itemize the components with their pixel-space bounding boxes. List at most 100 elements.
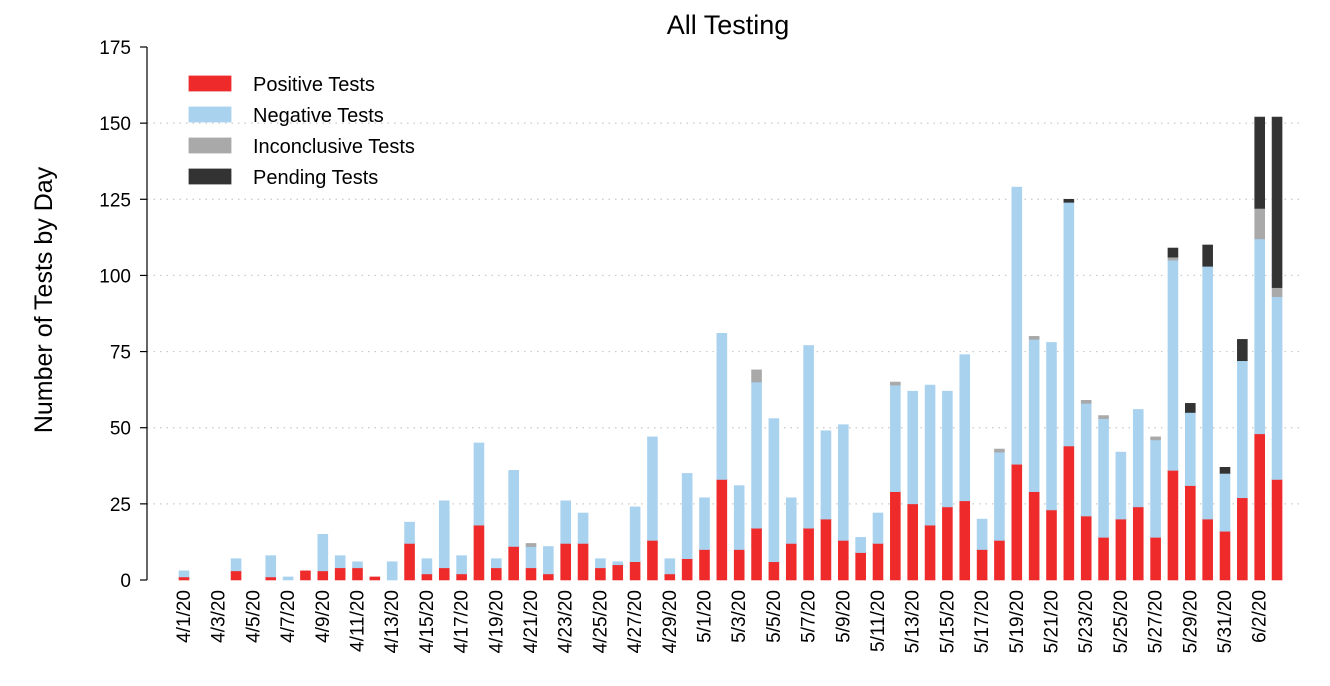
bar-positive-tests: 4/23/20 Positive Tests: 12 [560,543,572,581]
x-tick-label: 4/25/20 [590,590,611,653]
y-tick-label: 75 [110,343,131,364]
y-tick-label: 125 [99,190,131,211]
bar-positive-tests: 4/27/20 Positive Tests: 6 [629,561,641,581]
bar-negative-tests: 5/16/20 Negative Tests: 48 [959,354,971,502]
bar-positive-tests: 6/2/20 Positive Tests: 48 [1254,433,1265,581]
bar-negative-tests: 4/16/20 Negative Tests: 22 [438,500,450,569]
bar-negative-tests: 5/8/20 Negative Tests: 29 [820,430,832,520]
bar-positive-tests: 5/14/20 Positive Tests: 18 [924,524,936,581]
bar-pending-tests: 5/31/20 Pending Tests: 2 [1219,467,1231,474]
bars: 4/1/20 Positive Tests: 14/1/20 Negative … [178,116,1283,581]
x-tick-label: 5/17/20 [972,590,993,653]
bar-negative-tests: 5/27/20 Negative Tests: 32 [1150,439,1161,538]
bar-negative-tests: 5/12/20 Negative Tests: 35 [890,384,901,492]
bar-inconclusive-tests: 5/24/20 Inconclusive Tests: 1 [1098,415,1109,419]
bar-positive-tests: 4/4/20 Positive Tests: 3 [230,570,242,581]
bar-positive-tests: 4/28/20 Positive Tests: 13 [647,540,658,581]
bar-negative-tests: 4/24/20 Negative Tests: 10 [577,512,589,544]
bar-negative-tests: 4/14/20 Negative Tests: 7 [404,521,415,544]
bar-inconclusive-tests: 5/20/20 Inconclusive Tests: 1 [1028,336,1040,340]
bar-negative-tests: 5/31/20 Negative Tests: 19 [1219,473,1231,532]
bar-negative-tests: 5/24/20 Negative Tests: 39 [1098,418,1109,538]
bar-inconclusive-tests: 4/21/20 Inconclusive Tests: 1 [525,543,537,547]
x-tick-label: 5/31/20 [1215,590,1236,653]
legend-swatch [188,75,232,92]
bar-negative-tests: 4/18/20 Negative Tests: 27 [473,442,485,526]
bar-positive-tests: 5/22/20 Positive Tests: 44 [1063,445,1075,581]
bar-positive-tests: 5/18/20 Positive Tests: 13 [994,540,1005,581]
bar-negative-tests: 5/19/20 Negative Tests: 91 [1011,186,1023,465]
bar-positive-tests: 4/24/20 Positive Tests: 12 [577,543,589,581]
bar-negative-tests: 4/11/20 Negative Tests: 2 [352,561,363,569]
x-tick-label: 4/15/20 [417,590,438,653]
bar-negative-tests: 5/1/20 Negative Tests: 17 [699,497,710,550]
bar-negative-tests: 5/7/20 Negative Tests: 60 [803,345,814,529]
bar-positive-tests: 4/9/20 Positive Tests: 3 [317,570,329,581]
bar-positive-tests: 4/21/20 Positive Tests: 4 [525,567,537,581]
bar-positive-tests: 4/18/20 Positive Tests: 18 [473,524,485,581]
bar-negative-tests: 4/26/20 Negative Tests: 1 [612,561,624,566]
bar-positive-tests: 5/3/20 Positive Tests: 10 [733,549,745,581]
bar-positive-tests: 5/27/20 Positive Tests: 14 [1150,537,1161,581]
x-tick-label: 4/21/20 [521,590,542,653]
x-tick-label: 4/9/20 [313,590,334,643]
bar-positive-tests: 4/30/20 Positive Tests: 7 [681,558,693,581]
x-tick-label: 4/5/20 [243,590,264,643]
bar-negative-tests: 5/9/20 Negative Tests: 38 [837,424,849,541]
y-tick-label: 100 [99,266,131,287]
bar-positive-tests: 5/6/20 Positive Tests: 12 [785,543,797,581]
chart-title: All Testing [667,10,790,40]
bar-positive-tests: 5/15/20 Positive Tests: 24 [942,506,953,581]
legend-label: Negative Tests [253,105,384,127]
y-tick-label: 175 [99,38,131,59]
y-tick-label: 25 [110,495,131,516]
bar-positive-tests: 5/13/20 Positive Tests: 25 [907,503,919,581]
bar-positive-tests: 4/16/20 Positive Tests: 4 [438,567,450,581]
bar-positive-tests: 5/23/20 Positive Tests: 21 [1080,515,1092,581]
bar-negative-tests: 5/20/20 Negative Tests: 50 [1028,339,1040,492]
bar-negative-tests: 5/28/20 Negative Tests: 69 [1167,259,1179,471]
legend-swatch [188,106,232,123]
x-tick-label: 4/13/20 [382,590,403,653]
bar-positive-tests: 5/19/20 Positive Tests: 38 [1011,463,1023,581]
legend-swatch [188,168,232,185]
bar-negative-tests: 5/2/20 Negative Tests: 48 [716,332,728,480]
bar-inconclusive-tests: 5/12/20 Inconclusive Tests: 1 [890,381,901,386]
bar-positive-tests: 5/7/20 Positive Tests: 17 [803,527,814,581]
x-tick-label: 5/1/20 [695,590,716,643]
bar-inconclusive-tests: 6/3/20 Inconclusive Tests: 3 [1271,287,1283,298]
bar-positive-tests: 5/11/20 Positive Tests: 12 [872,543,884,581]
y-tick-label: 0 [120,571,131,592]
bar-positive-tests: 4/26/20 Positive Tests: 5 [612,564,624,581]
bar-positive-tests: 4/20/20 Positive Tests: 11 [508,546,519,581]
bar-positive-tests: 4/19/20 Positive Tests: 4 [490,567,502,581]
x-tick-label: 4/23/20 [556,590,577,653]
x-tick-label: 4/11/20 [348,590,369,652]
legend-swatch [188,137,232,154]
bar-positive-tests: 4/6/20 Positive Tests: 1 [265,576,277,581]
x-tick-label: 4/3/20 [209,590,230,643]
bar-positive-tests: 5/1/20 Positive Tests: 10 [699,549,710,581]
bar-positive-tests: 5/17/20 Positive Tests: 10 [976,549,988,581]
x-tick-label: 5/5/20 [764,590,785,643]
y-axis-label: Number of Tests by Day [30,166,58,433]
bar-negative-tests: 5/29/20 Negative Tests: 24 [1185,412,1196,486]
bar-negative-tests: 5/14/20 Negative Tests: 46 [924,384,936,526]
bar-positive-tests: 6/1/20 Positive Tests: 27 [1237,497,1248,581]
bar-negative-tests: 4/4/20 Negative Tests: 4 [230,558,242,572]
legend-label: Positive Tests [253,74,375,96]
bar-negative-tests: 4/13/20 Negative Tests: 6 [386,561,398,581]
x-tick-label: 5/13/20 [903,590,924,653]
bar-positive-tests: 5/8/20 Positive Tests: 20 [820,518,832,581]
bar-negative-tests: 4/25/20 Negative Tests: 3 [595,558,606,569]
bar-inconclusive-tests: 6/2/20 Inconclusive Tests: 10 [1254,208,1265,240]
bar-negative-tests: 5/11/20 Negative Tests: 10 [872,512,884,544]
bar-pending-tests: 5/28/20 Pending Tests: 3 [1167,247,1179,258]
bar-negative-tests: 6/3/20 Negative Tests: 60 [1271,296,1283,480]
bar-inconclusive-tests: 5/4/20 Inconclusive Tests: 4 [751,369,762,383]
bar-negative-tests: 5/3/20 Negative Tests: 21 [733,485,745,550]
bar-positive-tests: 4/11/20 Positive Tests: 4 [352,567,363,581]
legend-label: Inconclusive Tests [253,136,415,158]
x-tick-label: 4/19/20 [486,590,507,653]
bar-negative-tests: 4/22/20 Negative Tests: 9 [543,546,554,575]
